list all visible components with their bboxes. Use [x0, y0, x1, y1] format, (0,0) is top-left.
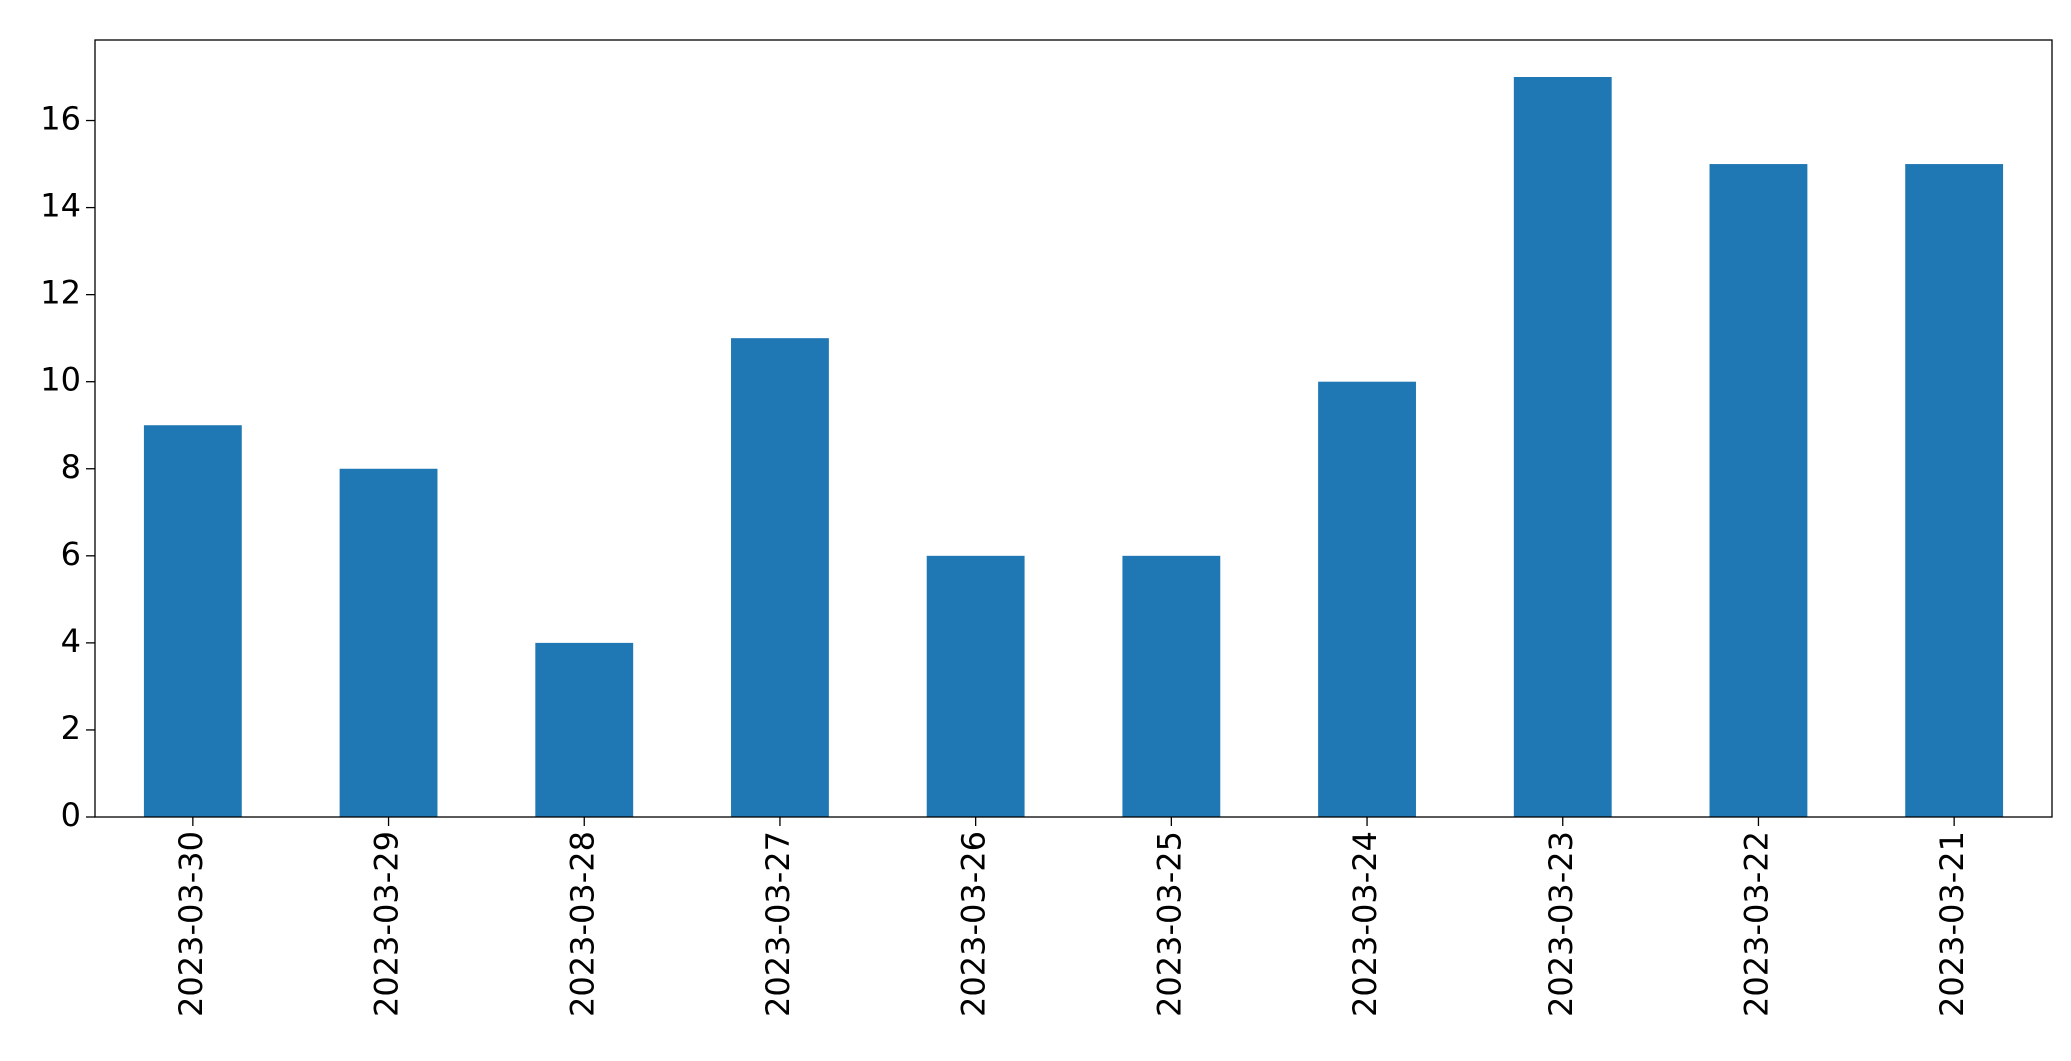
y-tick-label: 8 — [61, 448, 81, 486]
x-tick-label: 2023-03-30 — [172, 831, 210, 1017]
y-tick-label: 16 — [40, 100, 81, 138]
bar — [731, 338, 829, 817]
x-tick-label: 2023-03-24 — [1346, 831, 1384, 1017]
y-tick-label: 14 — [40, 187, 81, 225]
y-tick-label: 12 — [40, 274, 81, 312]
bar — [1122, 555, 1221, 817]
x-tick-label: 2023-03-21 — [1933, 831, 1971, 1017]
bar — [339, 468, 438, 817]
y-tick-label: 0 — [61, 796, 81, 834]
y-tick-label: 2 — [61, 709, 81, 747]
bar — [1709, 164, 1808, 817]
bar — [1513, 77, 1612, 817]
x-tick-label: 2023-03-23 — [1542, 831, 1580, 1017]
bar — [926, 555, 1025, 817]
x-tick-label: 2023-03-27 — [759, 831, 797, 1017]
y-tick-label: 10 — [40, 361, 81, 399]
x-tick-label: 2023-03-22 — [1737, 831, 1775, 1017]
bar — [143, 425, 242, 817]
x-tick-label: 2023-03-28 — [563, 831, 601, 1017]
axes-frame — [94, 39, 2053, 818]
bar — [1905, 164, 2004, 817]
x-tick-label: 2023-03-25 — [1150, 831, 1188, 1017]
bar — [535, 642, 634, 817]
x-tick-label: 2023-03-26 — [955, 831, 993, 1017]
bar — [1318, 381, 1416, 817]
x-tick-label: 2023-03-29 — [368, 831, 406, 1017]
y-tick-label: 6 — [61, 535, 81, 573]
y-tick-label: 4 — [61, 622, 81, 660]
